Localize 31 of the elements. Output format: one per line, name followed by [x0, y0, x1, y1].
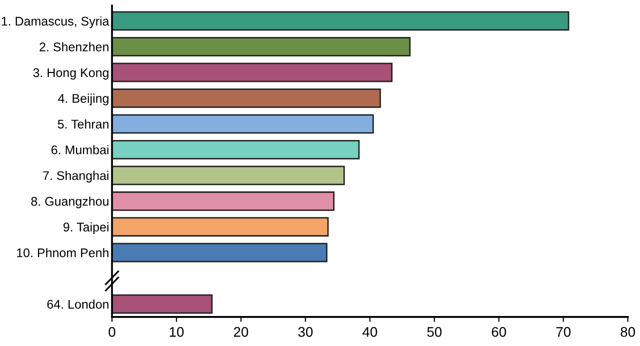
x-tick-label: 80	[620, 327, 636, 337]
x-tick-label: 70	[556, 327, 571, 337]
x-tick-label: 50	[427, 327, 442, 337]
y-tick-label: 2. Shenzhen	[40, 42, 108, 52]
x-tick-label: 10	[170, 327, 184, 337]
bar	[112, 88, 381, 108]
x-tick-label: 40	[362, 327, 378, 337]
bar	[112, 166, 345, 186]
bar	[112, 37, 411, 56]
y-tick-label: 7. Shanghai	[43, 170, 108, 183]
bar	[112, 62, 393, 82]
bar	[112, 11, 570, 31]
bar	[112, 294, 213, 314]
y-tick-label: 4. Beijing	[58, 94, 108, 106]
bar	[112, 217, 329, 237]
bar	[112, 140, 360, 160]
y-tick-label: 1. Damascus, Syria	[2, 16, 110, 28]
y-tick-label: 3. Hong Kong	[33, 68, 108, 80]
bar	[112, 242, 328, 262]
x-tick-label: 60	[492, 327, 506, 337]
x-tick-label: 0	[108, 327, 116, 337]
x-tick-label: 30	[298, 327, 313, 337]
y-tick-label: 8. Guangzhou	[31, 196, 108, 208]
bar	[112, 114, 374, 134]
y-tick-label: 6. Mumbai	[52, 145, 108, 154]
x-tick-label: 20	[234, 327, 248, 337]
bar	[112, 191, 335, 211]
y-tick-label: 64. London	[47, 300, 108, 309]
y-tick-label: 5. Tehran	[58, 119, 108, 129]
y-tick-label: 10. Phnom Penh	[17, 248, 108, 258]
y-tick-label: 9. Taipei	[63, 222, 108, 234]
